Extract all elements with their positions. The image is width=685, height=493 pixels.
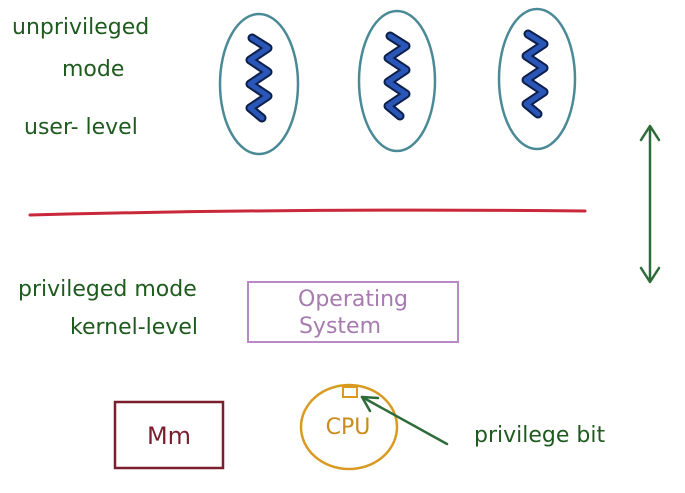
thread-3 [497,7,577,151]
thread-ellipse [218,12,300,156]
thread-ellipse [357,9,437,153]
privilege-boundary-line [28,208,587,217]
mode-switch-arrow-icon [639,124,661,284]
privileged-mode-label: privileged mode [18,277,197,302]
os-label-line1: Operating [298,287,408,312]
thread-2 [357,9,437,153]
cpu-circle [299,383,399,471]
kernel-level-label: kernel-level [70,315,198,340]
memory-box: Mm [113,400,225,470]
cpu-label: CPU [326,415,371,440]
thread-1 [218,12,300,156]
thread-ellipse [497,7,577,151]
privilege-bit-square [342,386,358,398]
user-level-label: user- level [24,115,138,140]
memory-label: Mm [147,422,191,450]
privilege-bit-label: privilege bit [474,423,605,448]
operating-system-box: Operating System [247,281,459,343]
privilege-bit-arrow-icon [360,395,449,446]
os-label-line2: System [299,314,381,339]
cpu: CPU [299,383,399,471]
unprivileged-label: unprivileged [12,15,149,40]
mode-label: mode [62,57,124,82]
